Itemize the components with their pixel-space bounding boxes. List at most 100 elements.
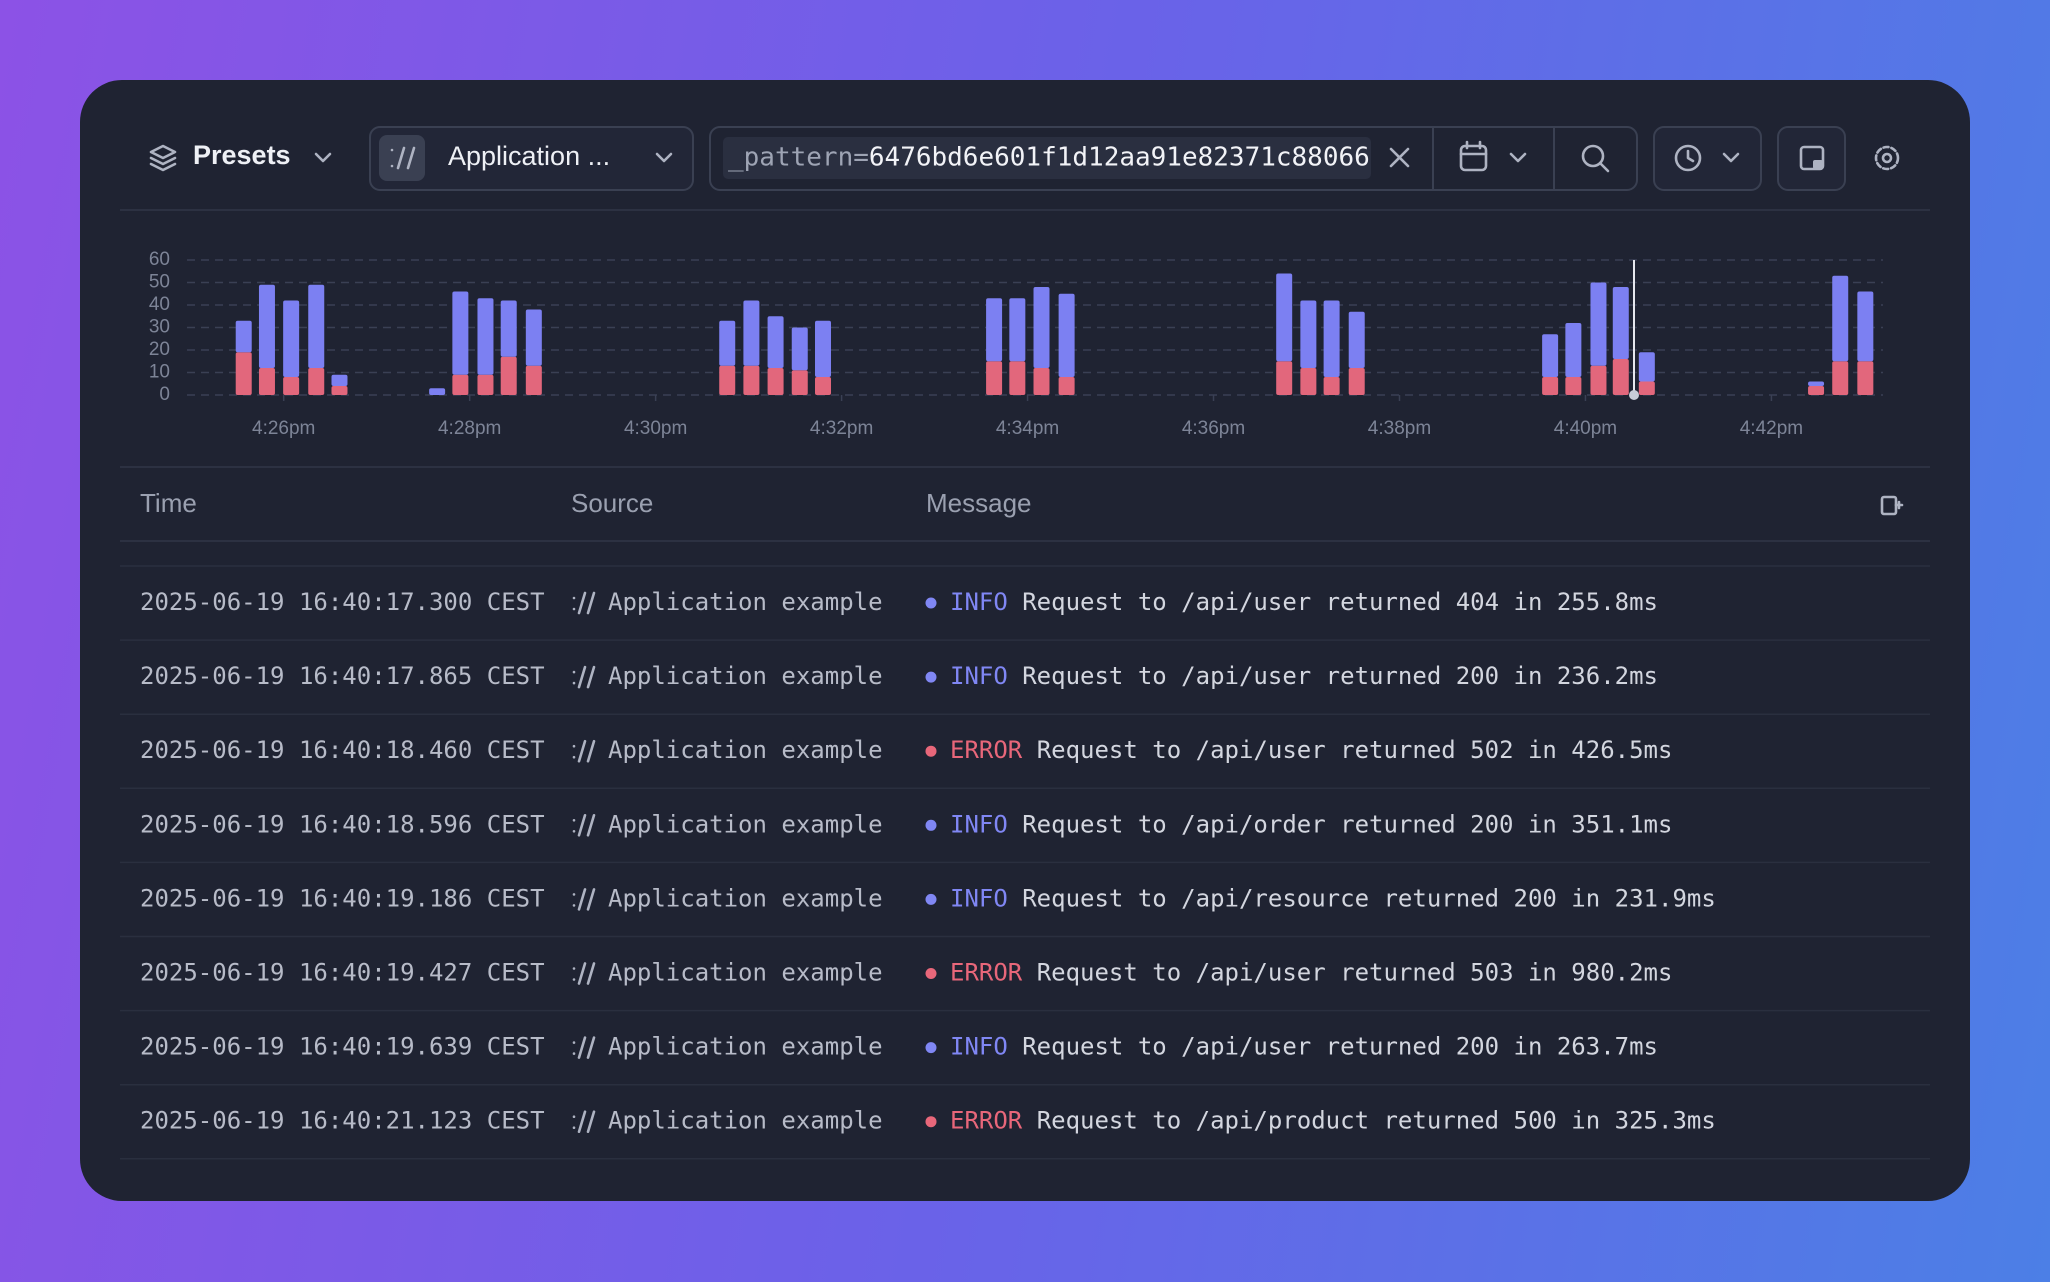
bar-segment (719, 365, 736, 395)
source-cell: Application example (608, 810, 883, 838)
chevron (1722, 152, 1740, 163)
message-cell: Request to /api/user returned 200 in 236… (1022, 662, 1658, 690)
source-icon (572, 1036, 596, 1059)
level-dot (925, 745, 937, 757)
save-icon-detail (1813, 160, 1823, 169)
level-cell: ERROR (950, 959, 1023, 987)
time-cell: 2025-06-19 16:40:21.123 CEST (140, 1107, 545, 1135)
bar-segment (1638, 381, 1655, 395)
bar-segment (525, 365, 542, 395)
level-cell: ERROR (950, 1107, 1023, 1135)
x-tick-label: 4:36pm (1182, 418, 1245, 439)
time-cell: 2025-06-19 16:40:18.596 CEST (140, 810, 545, 838)
source-label: Application ... (448, 141, 610, 171)
source-icon (572, 1110, 596, 1133)
source-dropdown[interactable]: Application ... (369, 126, 694, 191)
time-cell: 2025-06-19 16:40:19.427 CEST (140, 959, 545, 987)
bar-segment (477, 374, 494, 395)
cursor-dot (1629, 390, 1639, 400)
y-tick-label: 10 (149, 362, 170, 383)
bar-segment (1612, 359, 1629, 395)
source-icon (572, 962, 596, 985)
source-cell: Application example (608, 662, 883, 690)
chevron (1509, 152, 1527, 163)
settings-button[interactable] (1874, 145, 1900, 171)
level-cell: INFO (950, 1033, 1008, 1061)
message-cell: Request to /api/user returned 404 in 255… (1022, 588, 1658, 616)
bar-segment (719, 320, 736, 366)
bar-segment (1565, 377, 1582, 395)
bar-segment (258, 284, 275, 368)
time-cell: 2025-06-19 16:40:17.300 CEST (140, 588, 545, 616)
bar-segment (429, 388, 446, 395)
clock-hands (1686, 149, 1695, 163)
source-icon (572, 591, 596, 615)
bar-segment (791, 370, 808, 395)
columns-button[interactable] (1880, 495, 1904, 516)
gear-center (1881, 152, 1893, 164)
time-cell: 2025-06-19 16:40:18.460 CEST (140, 736, 545, 764)
query-field[interactable] (723, 137, 1371, 179)
save-button[interactable] (1777, 126, 1846, 191)
y-tick-label: 50 (149, 272, 170, 293)
y-tick-label: 20 (149, 339, 170, 360)
bar-segment (986, 361, 1003, 395)
level-dot (925, 1116, 937, 1128)
bar-segment (1009, 298, 1026, 362)
bar-segment (258, 368, 275, 395)
bar-segment (452, 291, 469, 375)
query-bar: _pattern= 6476bd6e601f1d12aa91e82371c880… (709, 126, 1638, 191)
bar-segment (1542, 377, 1559, 395)
level-dot (925, 671, 937, 683)
bar-segment (283, 377, 300, 395)
x-tick-label: 4:38pm (1368, 418, 1431, 439)
bar-segment (1300, 300, 1317, 368)
column-header: Message (926, 488, 1032, 518)
y-tick-label: 0 (159, 384, 170, 405)
source-cell: Application example (608, 959, 883, 987)
level-cell: INFO (950, 884, 1008, 912)
search-button[interactable] (1581, 144, 1610, 173)
bar-segment (1058, 377, 1075, 395)
level-cell: INFO (950, 810, 1008, 838)
source-icon (572, 814, 596, 837)
level-cell: INFO (950, 662, 1008, 690)
bar-segment (1857, 361, 1874, 395)
date-picker[interactable] (1459, 140, 1527, 172)
search-icon-handle (1598, 161, 1610, 173)
column-header: Source (571, 488, 653, 518)
message-cell: Request to /api/user returned 200 in 263… (1022, 1033, 1658, 1061)
bar-segment (1808, 381, 1825, 386)
bar-segment (1857, 291, 1874, 362)
query-value: 6476bd6e601f1d12aa91e82371c88066 (869, 143, 1370, 173)
bar-segment (235, 352, 252, 395)
refresh-dropdown[interactable] (1653, 126, 1762, 191)
source-icon (572, 888, 596, 911)
level-dot (925, 968, 937, 979)
chevron (655, 152, 673, 163)
clear-icon[interactable] (1389, 147, 1410, 168)
source-icon (390, 146, 416, 170)
bar-segment (1033, 287, 1050, 368)
time-cell: 2025-06-19 16:40:19.186 CEST (140, 884, 545, 912)
save-icon (1799, 145, 1825, 171)
presets-button[interactable]: Presets (149, 140, 332, 172)
query-key: _pattern= (728, 143, 869, 173)
x-tick-label: 4:30pm (624, 418, 687, 439)
x-tick-label: 4:32pm (810, 418, 873, 439)
level-cell: INFO (950, 588, 1008, 616)
bar-segment (1638, 352, 1655, 382)
presets-label: Presets (193, 140, 291, 170)
bar-segment (1276, 273, 1293, 362)
bar-segment (1323, 377, 1340, 395)
bar-segment (1323, 300, 1340, 377)
dropdown-box (1653, 126, 1762, 191)
level-dot (925, 597, 937, 609)
x-tick-label: 4:42pm (1740, 418, 1803, 439)
source-icon (572, 665, 596, 689)
x-tick-label: 4:26pm (252, 418, 315, 439)
bar-segment (331, 386, 348, 395)
bar-segment (1033, 368, 1050, 395)
dropdown-box (369, 126, 694, 191)
